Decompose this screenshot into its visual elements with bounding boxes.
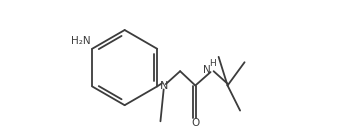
Text: O: O bbox=[191, 119, 200, 129]
Text: H: H bbox=[209, 59, 216, 68]
Text: N: N bbox=[203, 65, 211, 75]
Text: H₂N: H₂N bbox=[71, 36, 90, 46]
Text: N: N bbox=[159, 81, 168, 91]
